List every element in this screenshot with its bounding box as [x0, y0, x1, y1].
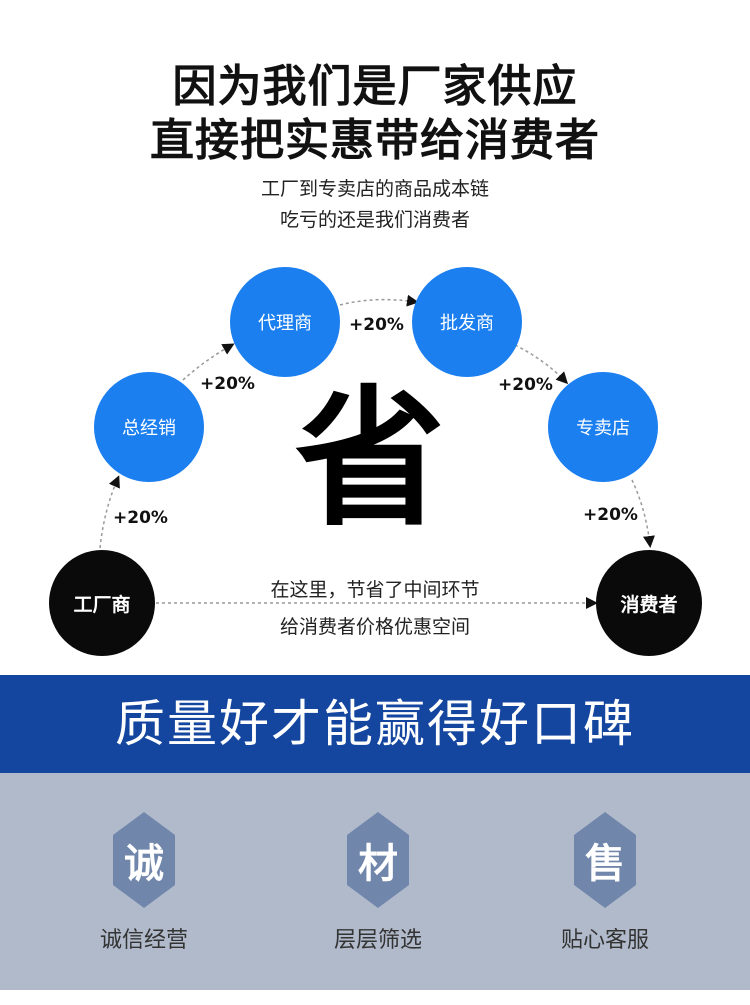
headline-line-2: 直接把实惠带给消费者 [150, 115, 600, 166]
node-general-distributor: 总经销 [94, 372, 204, 482]
save-character: 省 [295, 373, 446, 547]
quality-banner: 质量好才能赢得好口碑 [0, 675, 750, 773]
arrow-3 [339, 294, 419, 307]
note-line-2: 给消费者价格优惠空间 [279, 616, 470, 638]
markup-label: +20% [200, 374, 255, 394]
headline-line-1: 因为我们是厂家供应 [172, 61, 578, 112]
markup-label: +20% [349, 315, 404, 335]
arrow-5 [631, 479, 655, 548]
subtitle-line-1: 工厂到专卖店的商品成本链 [260, 178, 489, 200]
node-factory: 工厂商 [49, 550, 155, 656]
node-consumer: 消费者 [596, 550, 702, 656]
service-hex-icon: 售 [574, 812, 636, 908]
markup-label: +20% [113, 508, 168, 528]
node-store: 专卖店 [548, 372, 658, 482]
feature-label: 层层筛选 [333, 928, 422, 953]
integrity-hex-icon: 诚 [113, 812, 175, 908]
node-agent: 代理商 [230, 267, 340, 377]
subtitle-line-2: 吃亏的还是我们消费者 [279, 209, 470, 231]
markup-label: +20% [583, 505, 638, 525]
arrow-1 [99, 475, 120, 549]
feature-label: 诚信经营 [99, 928, 188, 953]
flow-arrows [99, 294, 655, 609]
note-line-1: 在这里，节省了中间环节 [270, 579, 480, 601]
markup-label: +20% [498, 375, 553, 395]
node-wholesaler: 批发商 [412, 267, 522, 377]
arrow-2 [182, 343, 235, 381]
material-hex-icon: 材 [347, 812, 409, 908]
arrow-4 [514, 344, 569, 385]
feature-label: 贴心客服 [560, 928, 649, 953]
